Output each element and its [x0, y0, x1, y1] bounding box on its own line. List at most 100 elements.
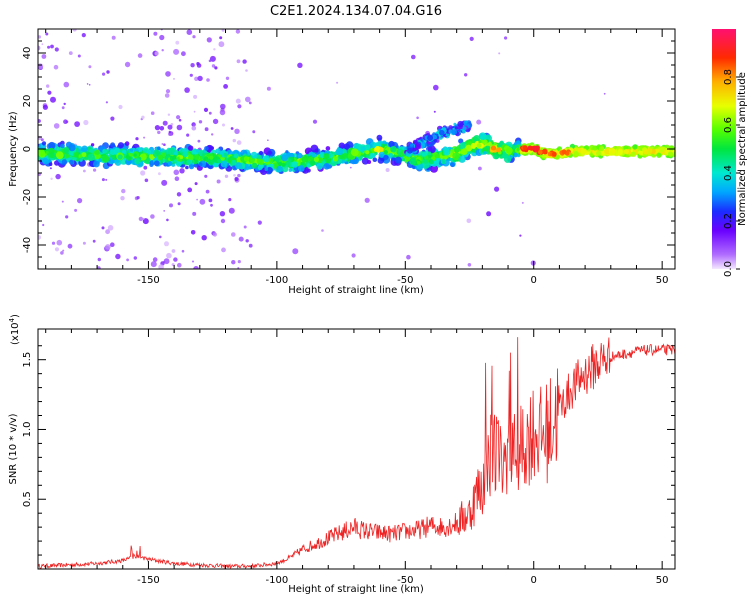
heatmap-speckle [51, 241, 56, 245]
heatmap-speckle [321, 229, 324, 232]
heatmap-ridge-cell [204, 146, 209, 151]
heatmap-speckle [163, 143, 166, 146]
heatmap-speckle [168, 132, 173, 136]
heatmap-ridge-cell [610, 148, 616, 154]
heatmap-ridge-cell [427, 145, 436, 154]
heatmap-speckle [177, 202, 181, 206]
heatmap-ridge-cell [296, 152, 303, 160]
heatmap-branch-cell [427, 135, 434, 141]
heatmap-ridge-cell [643, 149, 649, 155]
heatmap-speckle [158, 172, 161, 176]
heatmap-speckle [143, 165, 148, 170]
heatmap-speckle [166, 252, 172, 259]
heatmap-ridge-cell [41, 141, 47, 146]
heatmap-speckle [38, 119, 41, 123]
heatmap-peak-cell [551, 151, 557, 157]
heatmap-speckle [67, 243, 73, 249]
heatmap-ridge-cell [256, 158, 262, 164]
heatmap-speckle [181, 51, 186, 57]
heatmap-ridge-cell [376, 134, 383, 141]
spectrogram-x-tick-label: -150 [137, 275, 160, 286]
heatmap-ridge-cell [450, 162, 455, 168]
heatmap-ridge-cell [360, 146, 366, 152]
heatmap-speckle [165, 89, 171, 94]
heatmap-ridge-cell [390, 146, 397, 153]
heatmap-speckle [60, 251, 64, 255]
heatmap-ridge-cell [516, 147, 520, 151]
heatmap-speckle [142, 218, 149, 225]
heatmap-speckle [252, 130, 256, 134]
heatmap-speckle [216, 179, 221, 184]
heatmap-speckle [154, 51, 159, 56]
heatmap-ridge-cell [124, 141, 130, 146]
heatmap-speckle [171, 249, 176, 253]
heatmap-ridge-cell [49, 152, 55, 159]
heatmap-ridge-cell [235, 162, 243, 170]
heatmap-speckle [242, 59, 247, 64]
heatmap-ridge-cell [176, 161, 182, 167]
heatmap-speckle [173, 48, 180, 55]
heatmap-ridge-cell [117, 142, 124, 149]
heatmap-speckle [83, 169, 86, 173]
heatmap-ridge-cell [121, 149, 127, 155]
heatmap-speckle [177, 262, 182, 268]
heatmap-speckle [63, 81, 70, 88]
spectrogram-x-label: Height of straight line (km) [288, 285, 424, 296]
heatmap-speckle [81, 33, 86, 38]
heatmap-speckle [110, 116, 115, 121]
heatmap-speckle [124, 61, 131, 68]
heatmap-speckle [126, 258, 129, 262]
spectrogram-y-tick-label: -40 [22, 237, 33, 253]
heatmap-speckle [204, 127, 209, 132]
heatmap-speckle [349, 166, 352, 169]
heatmap-ridge-cell [314, 148, 319, 153]
snr-ticks: -150 -100 -50 0 50 0.5 1.0 1.5 [22, 329, 675, 586]
snr-x-tick-label: -100 [266, 575, 289, 586]
heatmap-speckle [220, 218, 226, 224]
heatmap-speckle [41, 43, 44, 46]
heatmap-speckle [233, 174, 236, 177]
heatmap-speckle [111, 35, 116, 40]
heatmap-speckle [504, 36, 508, 40]
snr-x-tick-label: 0 [531, 575, 537, 586]
heatmap-speckle [243, 225, 247, 229]
heatmap-peak-cell [542, 148, 548, 154]
heatmap-speckle [176, 115, 181, 120]
heatmap-peak-cell [471, 143, 476, 148]
heatmap-speckle [236, 59, 241, 64]
heatmap-ridge-cell [93, 160, 100, 168]
heatmap-ridge-cell [458, 155, 466, 163]
colorbar-label: Normalized spectral amplitude [737, 72, 748, 226]
heatmap-speckle [181, 249, 185, 253]
colorbar: 0.0 0.2 0.4 0.6 0.8 Normalized spectral ampl… [712, 29, 748, 277]
heatmap-ridge-cell [220, 156, 225, 161]
heatmap-speckle [165, 71, 171, 77]
colorbar-gradient [712, 29, 736, 269]
heatmap-ridge-cell [266, 166, 274, 174]
heatmap-speckle [219, 211, 226, 217]
heatmap-ridge-cell [319, 153, 325, 159]
heatmap-ridge-cell [454, 147, 460, 153]
heatmap-ridge-cell [198, 162, 203, 167]
heatmap-speckle [65, 215, 69, 219]
heatmap-ridge-cell [73, 151, 79, 158]
heatmap-ridge-cell [192, 158, 199, 165]
heatmap-ridge-cell [631, 151, 637, 157]
heatmap-speckle [192, 260, 194, 263]
colorbar-tick-label: 0.4 [723, 165, 734, 181]
heatmap-speckle [190, 62, 195, 68]
heatmap-ridge-cell [505, 147, 513, 154]
heatmap-speckle [38, 235, 42, 240]
heatmap-branch-cell [433, 139, 438, 143]
heatmap-ridge-cell [450, 149, 455, 154]
heatmap-ridge-cell [220, 160, 228, 168]
heatmap-speckle [222, 123, 225, 127]
heatmap-ridge-cell [215, 148, 221, 154]
heatmap-ridge-cell [372, 157, 378, 162]
heatmap-ridge-cell [223, 152, 227, 157]
heatmap-speckle [486, 211, 492, 217]
heatmap-speckle [225, 76, 230, 81]
heatmap-speckle [53, 64, 59, 70]
heatmap-speckle [150, 261, 157, 268]
spectrogram-x-tick-label: -100 [266, 275, 289, 286]
